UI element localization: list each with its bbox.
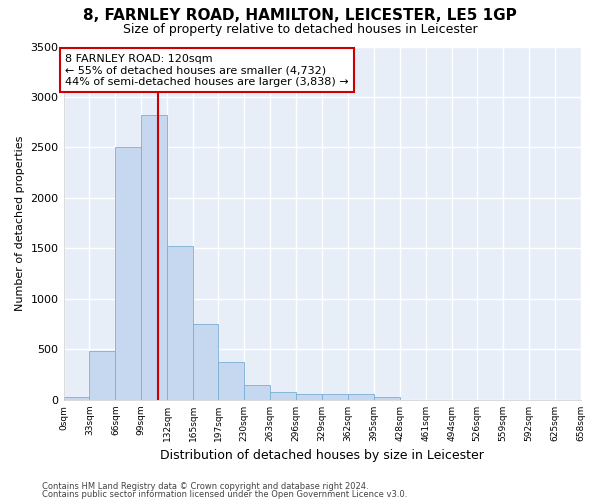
Bar — [296, 394, 322, 400]
Text: 8 FARNLEY ROAD: 120sqm
← 55% of detached houses are smaller (4,732)
44% of semi-: 8 FARNLEY ROAD: 120sqm ← 55% of detached… — [65, 54, 349, 87]
Bar — [270, 392, 296, 400]
Bar — [244, 386, 270, 400]
Bar — [64, 398, 89, 400]
Bar — [115, 148, 142, 400]
Bar — [348, 394, 374, 400]
X-axis label: Distribution of detached houses by size in Leicester: Distribution of detached houses by size … — [160, 450, 484, 462]
Bar — [374, 397, 400, 400]
Bar — [167, 246, 193, 400]
Text: 8, FARNLEY ROAD, HAMILTON, LEICESTER, LE5 1GP: 8, FARNLEY ROAD, HAMILTON, LEICESTER, LE… — [83, 8, 517, 22]
Y-axis label: Number of detached properties: Number of detached properties — [15, 136, 25, 311]
Bar — [218, 362, 244, 400]
Bar — [193, 324, 218, 400]
Bar — [322, 394, 348, 400]
Text: Size of property relative to detached houses in Leicester: Size of property relative to detached ho… — [122, 22, 478, 36]
Bar — [89, 352, 115, 400]
Text: Contains HM Land Registry data © Crown copyright and database right 2024.: Contains HM Land Registry data © Crown c… — [42, 482, 368, 491]
Text: Contains public sector information licensed under the Open Government Licence v3: Contains public sector information licen… — [42, 490, 407, 499]
Bar — [142, 115, 167, 400]
